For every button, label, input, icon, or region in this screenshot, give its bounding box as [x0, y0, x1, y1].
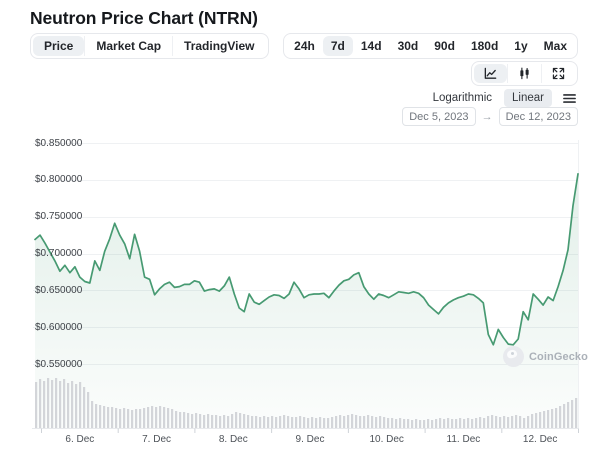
scale-logarithmic[interactable]: Logarithmic	[432, 92, 493, 104]
watermark-label: CoinGecko	[529, 350, 588, 363]
x-axis-label: 11. Dec	[446, 434, 481, 445]
time-range-group: 24h 7d 14d 30d 90d 180d 1y Max	[283, 33, 578, 59]
chart-settings-menu-button[interactable]	[561, 90, 578, 107]
date-to-input[interactable]: Dec 12, 2023	[498, 107, 578, 126]
tab-market-cap[interactable]: Market Cap	[84, 36, 172, 56]
fullscreen-button[interactable]	[541, 64, 575, 83]
y-axis-label: $0.800000	[35, 174, 83, 186]
coingecko-logo-icon	[503, 346, 524, 367]
volume-bars	[35, 378, 578, 428]
y-axis-label: $0.750000	[35, 211, 83, 223]
range-button-30d[interactable]: 30d	[390, 36, 427, 56]
y-axis-label: $0.600000	[35, 321, 83, 333]
tab-tradingview[interactable]: TradingView	[172, 36, 265, 56]
range-button-max[interactable]: Max	[536, 36, 575, 56]
chart-style-group	[471, 61, 578, 86]
x-axis	[32, 428, 579, 433]
page-title: Neutron Price Chart (NTRN)	[30, 8, 258, 28]
range-button-14d[interactable]: 14d	[353, 36, 390, 56]
range-button-24h[interactable]: 24h	[286, 36, 323, 56]
x-axis-label: 6. Dec	[65, 434, 95, 445]
line-chart-icon	[484, 67, 497, 79]
scale-toggle-row: Logarithmic Linear	[430, 89, 578, 107]
price-line	[34, 173, 579, 346]
range-button-180d[interactable]: 180d	[463, 36, 506, 56]
x-axis-label: 8. Dec	[218, 434, 248, 445]
tab-price[interactable]: Price	[33, 36, 85, 56]
date-range-row: Dec 5, 2023 → Dec 12, 2023	[402, 107, 578, 126]
candlestick-icon	[520, 67, 529, 80]
range-button-7d[interactable]: 7d	[322, 36, 353, 56]
x-axis-label: 7. Dec	[142, 434, 172, 445]
y-axis-label: $0.550000	[35, 358, 83, 370]
fullscreen-icon	[552, 67, 565, 80]
coingecko-watermark: CoinGecko	[503, 346, 588, 367]
x-axis-label: 10. Dec	[369, 434, 404, 445]
hamburger-menu-icon	[563, 93, 576, 103]
y-axis-label: $0.650000	[35, 284, 83, 296]
date-from-input[interactable]: Dec 5, 2023	[402, 107, 476, 126]
range-button-1y[interactable]: 1y	[506, 36, 535, 56]
price-area-fill	[35, 173, 578, 428]
y-axis-label: $0.700000	[35, 248, 83, 259]
range-button-90d[interactable]: 90d	[426, 36, 463, 56]
candlestick-chart-button[interactable]	[507, 64, 541, 83]
x-axis-label: 9. Dec	[295, 434, 325, 445]
chart-type-tabs: Price Market Cap TradingView	[30, 33, 269, 59]
y-axis-label: $0.850000	[35, 137, 83, 149]
line-chart-button[interactable]	[474, 64, 507, 83]
x-axis-label: 12. Dec	[522, 434, 558, 445]
scale-options: Logarithmic Linear	[430, 89, 552, 107]
date-range-arrow-icon: →	[481, 110, 493, 123]
scale-linear[interactable]: Linear	[504, 89, 552, 107]
